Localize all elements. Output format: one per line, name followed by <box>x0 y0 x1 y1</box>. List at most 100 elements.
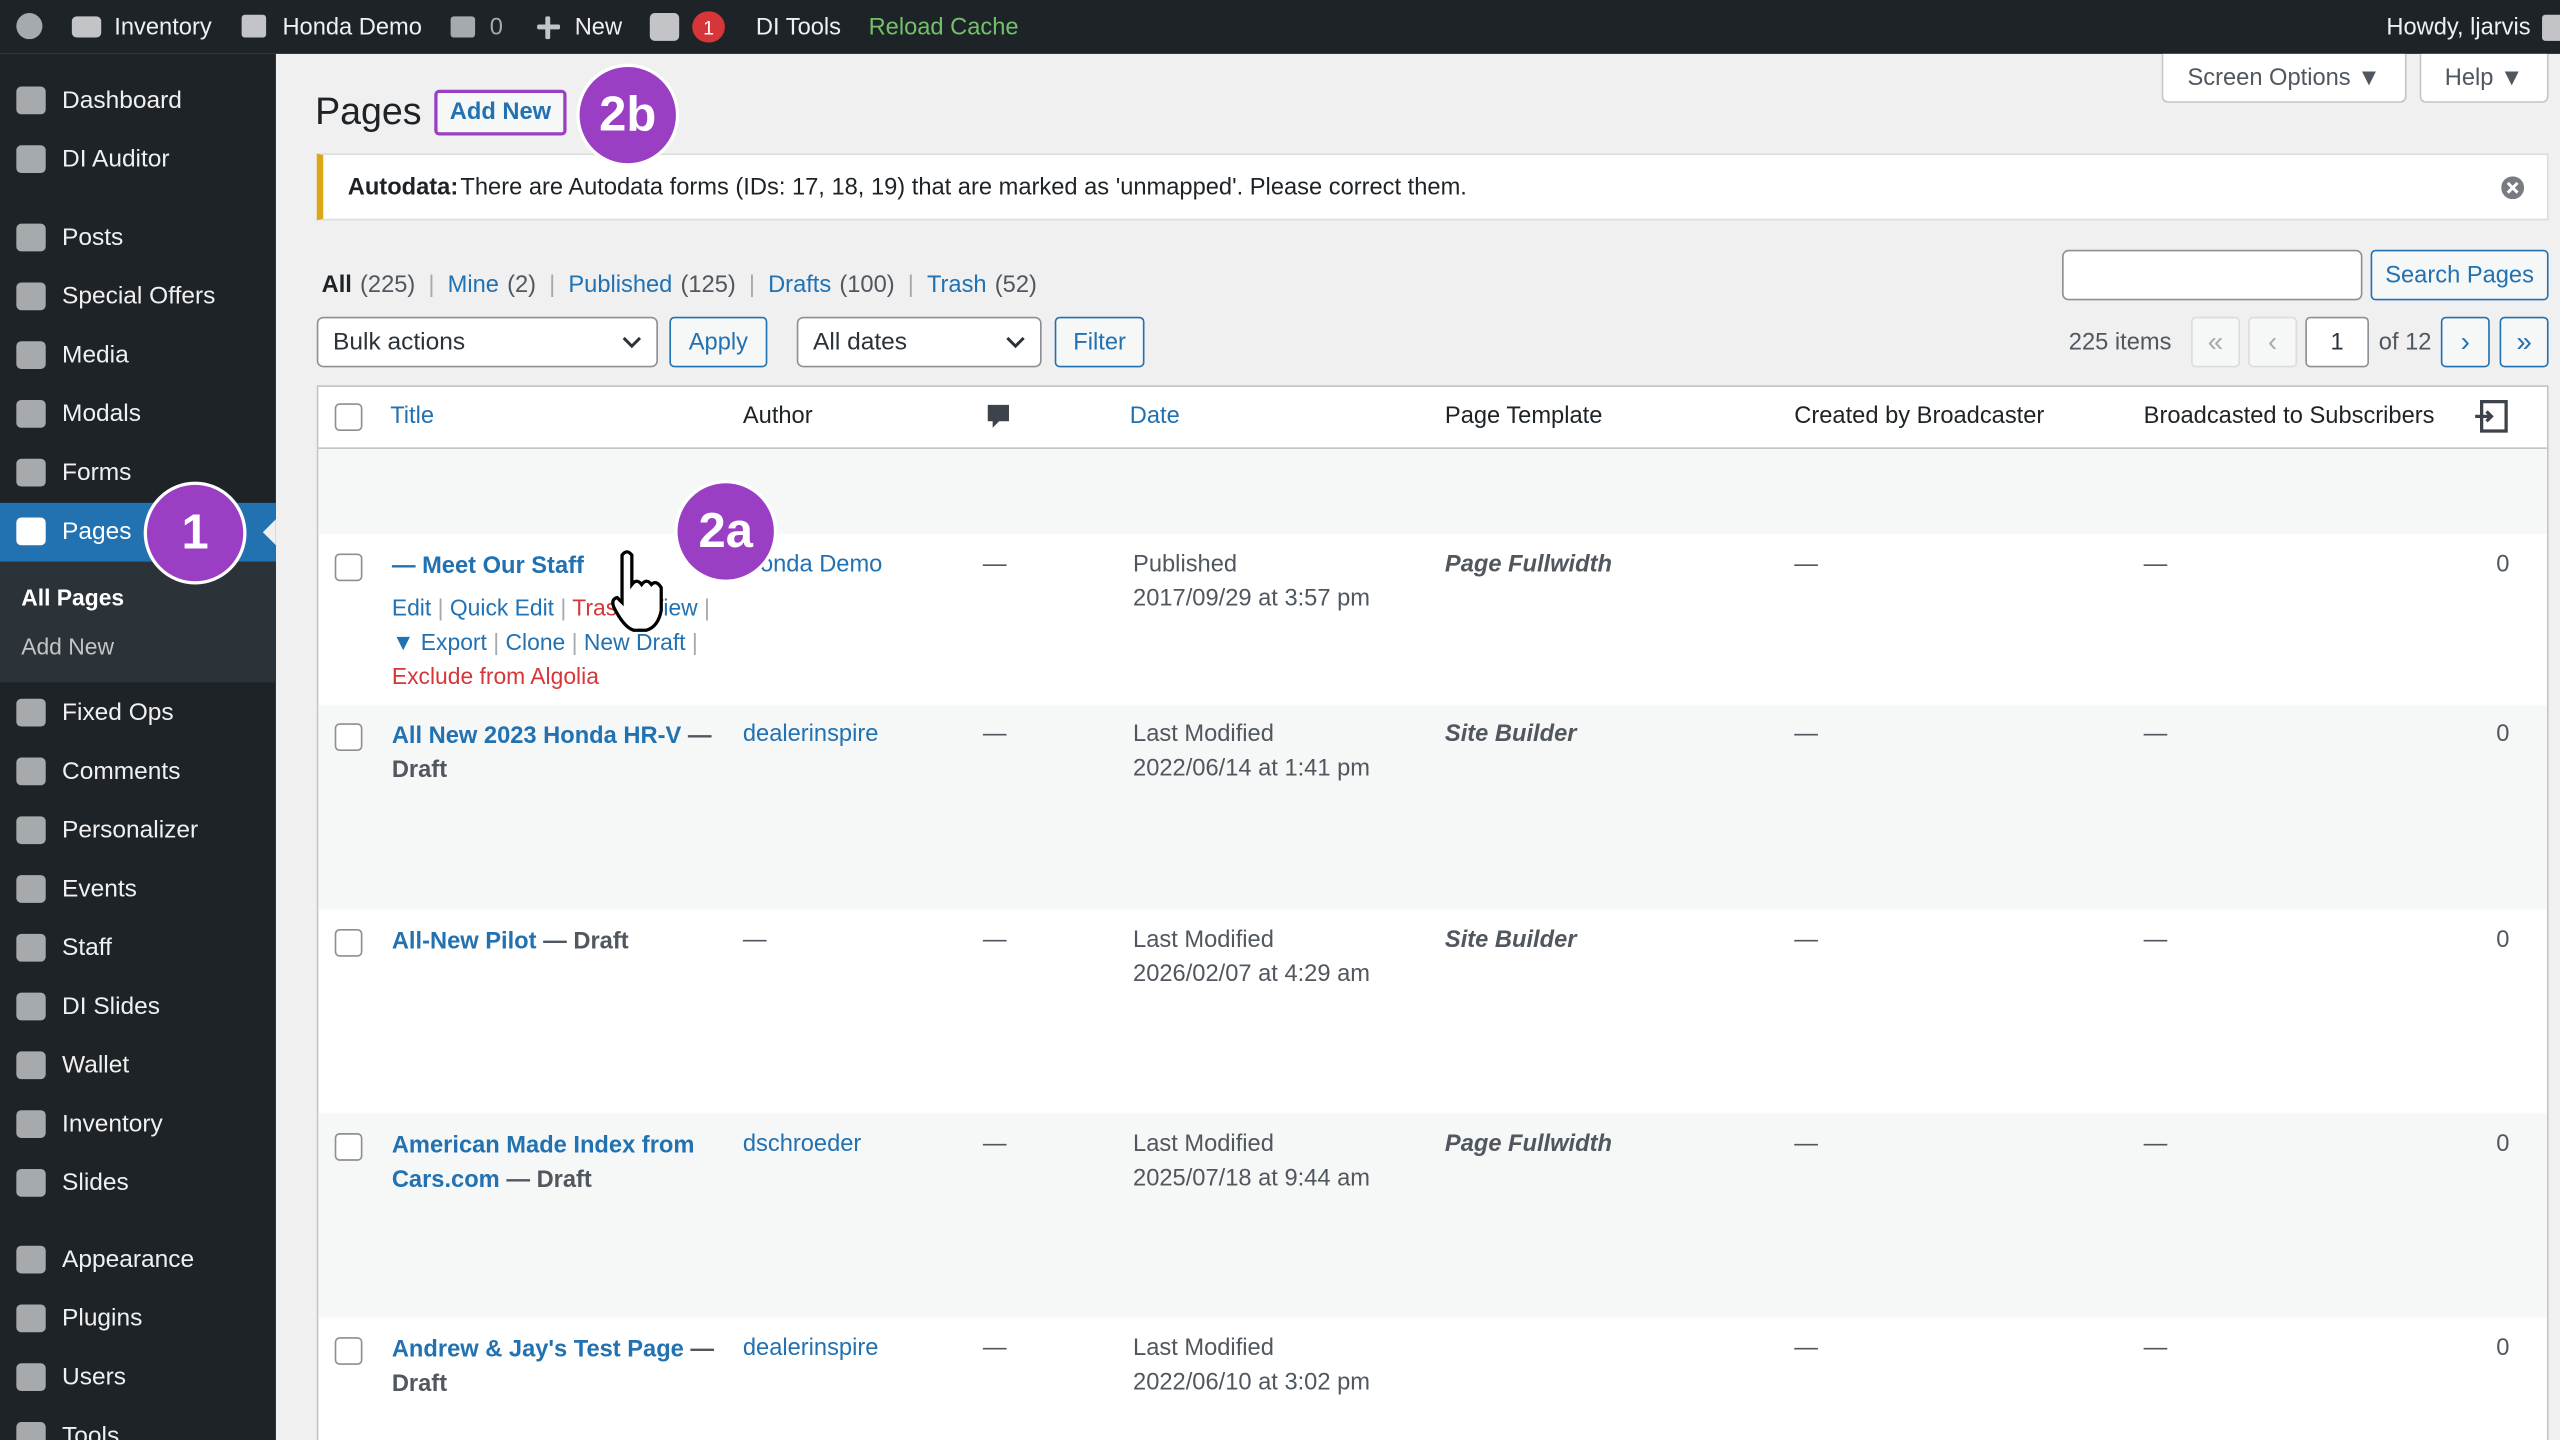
search-button[interactable]: Search Pages <box>2370 249 2549 301</box>
menu-icon <box>16 1363 46 1392</box>
column-header[interactable]: Date <box>1129 403 1180 430</box>
menu-item[interactable]: Media <box>62 341 129 369</box>
menu-item[interactable]: Forms <box>62 458 132 487</box>
filter-count: (225) <box>360 272 416 299</box>
menu-item[interactable]: Appearance <box>62 1245 195 1274</box>
filter-count: (52) <box>994 272 1037 299</box>
dates-select[interactable]: All dates <box>796 316 1042 368</box>
search-input[interactable] <box>2062 249 2363 301</box>
active-arrow <box>262 519 276 546</box>
submenu-item[interactable]: All Pages <box>21 584 125 611</box>
admin-link[interactable]: Inventory <box>114 14 212 41</box>
checkbox[interactable] <box>334 553 363 582</box>
admin-link[interactable]: Honda Demo <box>282 14 422 41</box>
menu-item[interactable]: Slides <box>62 1168 129 1197</box>
row-title[interactable]: All-New Pilot <box>391 928 537 956</box>
menu-item[interactable]: Pages <box>62 517 132 546</box>
row-action[interactable]: Edit <box>391 594 432 621</box>
add-new-button[interactable]: Add New <box>434 89 567 136</box>
row-action[interactable]: ▼ Export <box>391 628 487 655</box>
separator: | <box>428 272 435 299</box>
author-link[interactable]: dealerinspire <box>742 721 879 748</box>
admin-link[interactable]: DI Tools <box>755 14 842 41</box>
filter-link[interactable]: Drafts <box>768 272 832 299</box>
checkbox[interactable] <box>334 403 363 432</box>
bulk-actions-select[interactable]: Bulk actions <box>316 316 658 368</box>
filter-button[interactable]: Filter <box>1054 316 1145 368</box>
menu-item[interactable]: Posts <box>62 223 124 252</box>
comments: — <box>982 551 1007 578</box>
filter-link[interactable]: All <box>321 272 352 299</box>
admin-link[interactable]: New <box>574 14 623 41</box>
row-title[interactable]: Andrew & Jay's Test Page <box>391 1337 684 1364</box>
page-template: Page Fullwidth <box>1444 551 1612 578</box>
menu-icon <box>16 341 46 369</box>
menu-item[interactable]: Special Offers <box>62 282 216 311</box>
menu-icon <box>16 1051 46 1080</box>
menu-item[interactable]: DI Slides <box>62 992 161 1021</box>
cursor <box>611 550 663 632</box>
menu-item[interactable]: Comments <box>62 757 181 786</box>
next-page-button[interactable]: › <box>2440 316 2490 368</box>
close-icon[interactable] <box>2501 176 2525 200</box>
checkbox[interactable] <box>334 1133 363 1161</box>
help-button[interactable]: Help ▼ <box>2419 53 2549 103</box>
menu-item[interactable]: Inventory <box>62 1110 163 1138</box>
menu-item[interactable]: Personalizer <box>62 816 199 845</box>
admin-bar <box>0 0 2560 54</box>
menu-item[interactable]: Modals <box>62 400 141 428</box>
separator: | <box>549 272 556 299</box>
created-by-broadcaster: — <box>1794 1131 1818 1158</box>
row-action[interactable]: Exclude from Algolia <box>391 662 599 689</box>
column-header[interactable]: Title <box>390 403 435 430</box>
broadcasted: — <box>2143 1335 2168 1362</box>
author-link[interactable]: dschroeder <box>742 1131 862 1158</box>
separator: | <box>691 628 698 655</box>
screen-options-button[interactable]: Screen Options ▼ <box>2161 53 2407 103</box>
row-title[interactable]: American Made Index from Cars.com <box>391 1133 695 1194</box>
page-input[interactable]: 1 <box>2305 316 2369 368</box>
row-action[interactable]: New Draft <box>583 628 686 655</box>
date-status: Last Modified <box>1133 1131 1274 1158</box>
bulk-actions-select-label: Bulk actions <box>333 328 466 356</box>
row-action[interactable]: Clone <box>505 628 566 655</box>
filter-link[interactable]: Mine <box>447 272 499 299</box>
date: 2026/02/07 at 4:29 am <box>1133 961 1370 988</box>
date-status: Last Modified <box>1133 1335 1274 1362</box>
menu-item[interactable]: Plugins <box>62 1304 143 1333</box>
post-state: — Draft <box>543 928 629 956</box>
menu-item[interactable]: Events <box>62 875 137 903</box>
row-title[interactable]: — Meet Our Staff <box>391 553 584 580</box>
notification-badge: 1 <box>692 11 725 43</box>
menu-item[interactable]: DI Auditor <box>62 145 170 174</box>
checkbox[interactable] <box>334 723 363 752</box>
author-link[interactable]: dealerinspire <box>742 1335 879 1362</box>
checkbox[interactable] <box>334 928 363 957</box>
comment-count[interactable]: 0 <box>489 14 503 41</box>
menu-icon <box>16 86 46 115</box>
menu-item[interactable]: Fixed Ops <box>62 698 174 727</box>
submenu-item[interactable]: Add New <box>21 633 114 660</box>
menu-item[interactable]: Wallet <box>62 1051 130 1080</box>
last-page-button[interactable]: » <box>2499 316 2549 368</box>
howdy[interactable]: Howdy, ljarvis <box>2386 14 2531 41</box>
menu-icon <box>16 816 46 845</box>
prev-page-button: ‹ <box>2248 316 2298 368</box>
menu-item[interactable]: Tools <box>62 1422 120 1440</box>
menu-icon <box>16 517 46 546</box>
menu-icon <box>16 1110 46 1138</box>
comments: — <box>982 927 1007 954</box>
filter-link[interactable]: Trash <box>926 272 987 299</box>
created-by-broadcaster: — <box>1794 927 1818 954</box>
checkbox[interactable] <box>334 1337 363 1365</box>
menu-item[interactable]: Dashboard <box>62 86 182 115</box>
apply-button[interactable]: Apply <box>669 316 768 368</box>
row-action[interactable]: Quick Edit <box>449 594 555 621</box>
filter-link[interactable]: Published <box>568 272 673 299</box>
row-title-cell: Andrew & Jay's Test Page — Draft <box>392 1334 735 1403</box>
admin-link[interactable]: Reload Cache <box>868 14 1019 41</box>
menu-item[interactable]: Users <box>62 1363 126 1392</box>
row-title[interactable]: All New 2023 Honda HR-V <box>391 723 682 750</box>
notice <box>316 153 2549 221</box>
menu-item[interactable]: Staff <box>62 933 112 962</box>
